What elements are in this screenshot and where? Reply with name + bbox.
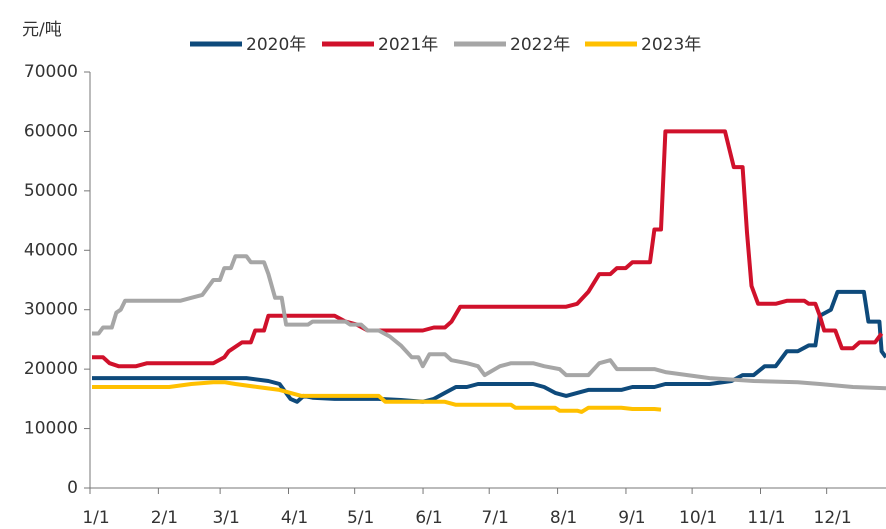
y-tick-label: 10000 bbox=[24, 419, 78, 439]
y-tick-label: 50000 bbox=[24, 181, 78, 201]
legend-label: 2023年 bbox=[641, 35, 701, 55]
x-tick-label: 2/1 bbox=[151, 508, 178, 528]
x-tick-label: 6/1 bbox=[415, 508, 442, 528]
legend-label: 2022年 bbox=[510, 35, 570, 55]
x-tick-label: 1/1 bbox=[82, 508, 109, 528]
x-tick-label: 9/1 bbox=[618, 508, 645, 528]
y-tick-label: 0 bbox=[67, 478, 78, 498]
y-tick-label: 30000 bbox=[24, 300, 78, 320]
legend-label: 2020年 bbox=[246, 35, 306, 55]
y-axis-label: 元/吨 bbox=[22, 20, 62, 40]
y-tick-label: 20000 bbox=[24, 359, 78, 379]
x-tick-label: 7/1 bbox=[482, 508, 509, 528]
series-line bbox=[92, 129, 884, 369]
y-tick-label: 70000 bbox=[24, 62, 78, 82]
series-line bbox=[92, 254, 886, 391]
x-tick-label: 8/1 bbox=[550, 508, 577, 528]
x-tick-label: 12/1 bbox=[814, 508, 852, 528]
x-tick-label: 5/1 bbox=[347, 508, 374, 528]
x-tick-label: 4/1 bbox=[281, 508, 308, 528]
x-tick-label: 11/1 bbox=[747, 508, 785, 528]
x-tick-label: 3/1 bbox=[212, 508, 239, 528]
y-tick-label: 60000 bbox=[24, 121, 78, 141]
y-tick-label: 40000 bbox=[24, 240, 78, 260]
x-tick-label: 10/1 bbox=[679, 508, 717, 528]
series-line bbox=[92, 380, 662, 414]
legend-label: 2021年 bbox=[378, 35, 438, 55]
